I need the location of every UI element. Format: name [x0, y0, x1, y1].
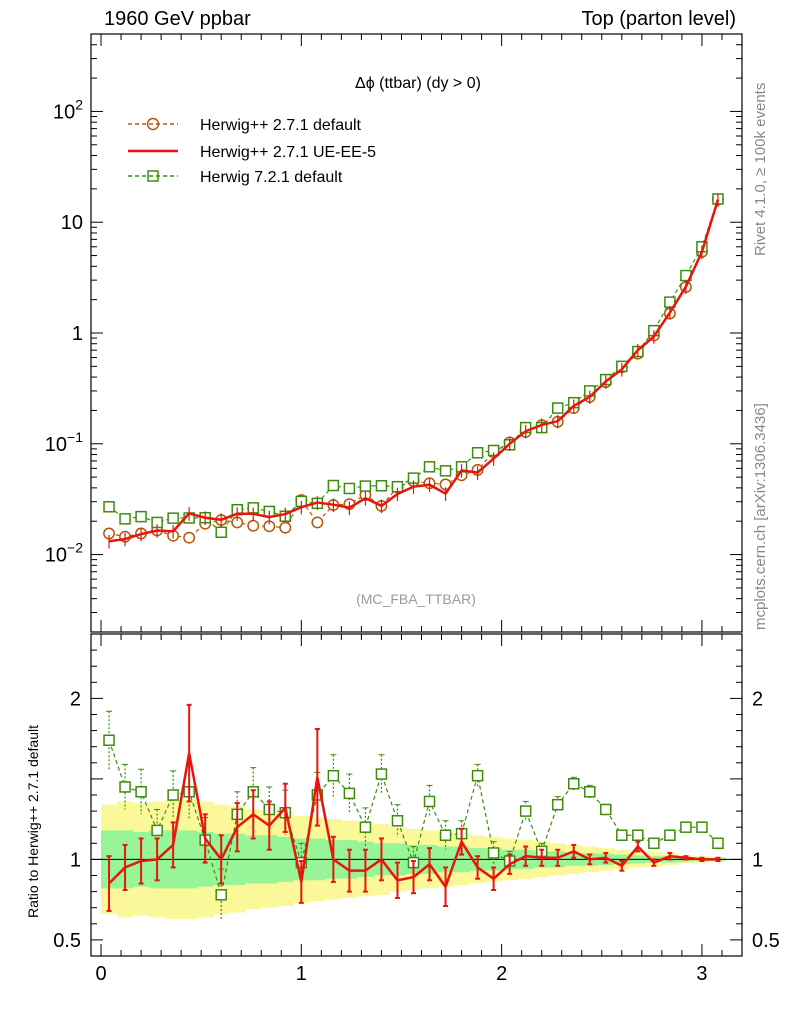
ratio-y-tick-label-right: 0.5 [752, 930, 780, 952]
ratio-point-herwig7 [664, 829, 676, 841]
y-tick-label: 1 [72, 323, 83, 345]
ratio-point-herwig7 [551, 798, 564, 811]
point-herwig-default [311, 516, 324, 529]
ratio-point-herwig7 [680, 821, 692, 833]
point-herwig7 [215, 526, 227, 539]
series-line-ue-ee5 [108, 199, 720, 543]
point-herwig7 [327, 479, 340, 492]
legend-marker-herwig-default [146, 117, 160, 131]
y-tick-label: 10 [61, 212, 83, 234]
point-herwig7 [135, 510, 147, 523]
ratio-point-herwig7 [103, 734, 115, 747]
ratio-line-ue-ee5 [108, 752, 718, 890]
point-herwig7 [119, 513, 131, 525]
point-herwig7 [167, 512, 179, 524]
ratio-point-herwig7 [359, 821, 372, 833]
point-herwig7 [103, 501, 115, 513]
ratio-point-herwig7 [423, 795, 436, 808]
point-herwig-default [247, 519, 260, 532]
y-tick-label: 102 [53, 96, 83, 123]
ratio-y-axis-label: Ratio to Herwig++ 2.7.1 default [25, 725, 41, 918]
ratio-point-herwig7 [167, 789, 179, 801]
legend-label-herwig-default: Herwig++ 2.7.1 default [200, 117, 362, 134]
ratio-y-tick-label-right: 1 [752, 849, 763, 871]
legend-marker-herwig7 [147, 170, 159, 182]
ratio-point-herwig7 [519, 805, 532, 817]
y-tick-label: 10−2 [45, 540, 83, 567]
ratio-point-herwig7 [648, 837, 660, 850]
header-left: 1960 GeV ppbar [104, 8, 251, 30]
header-right: Top (parton level) [581, 8, 736, 30]
ratio-point-herwig7 [632, 829, 644, 841]
x-tick-label: 0 [95, 963, 106, 985]
point-herwig7 [471, 446, 484, 459]
ratio-point-herwig7 [439, 829, 452, 841]
ratio-point-herwig7 [616, 829, 628, 841]
ratio-point-herwig7 [584, 786, 596, 798]
y-tick-label: 10−1 [45, 429, 83, 456]
ratio-point-herwig7 [135, 786, 147, 798]
mcplots-label: mcplots.cern.ch [arXiv:1306.3436] [752, 403, 769, 630]
legend: Herwig++ 2.7.1 default Herwig++ 2.7.1 UE… [128, 117, 376, 186]
ratio-y-tick-label: 2 [70, 688, 81, 710]
point-herwig7 [343, 482, 356, 495]
ratio-y-tick-label: 0.5 [53, 930, 81, 952]
point-herwig7 [423, 461, 436, 473]
ratio-point-herwig7 [471, 769, 484, 782]
point-herwig7 [375, 480, 388, 492]
ratio-point-herwig7 [600, 803, 612, 816]
point-herwig7 [439, 465, 452, 477]
ratio-y-tick-label: 1 [70, 849, 81, 871]
ratio-y-tick-label-right: 2 [752, 688, 763, 710]
ratio-point-herwig7 [151, 824, 163, 837]
legend-label-ue-ee5: Herwig++ 2.7.1 UE-EE-5 [200, 144, 376, 161]
ratio-point-herwig7 [487, 847, 500, 859]
ratio-point-herwig7 [343, 787, 356, 800]
rivet-label: Rivet 4.1.0, ≥ 100k events [752, 82, 769, 256]
point-herwig7 [359, 480, 372, 492]
legend-label-herwig7: Herwig 7.2.1 default [200, 169, 343, 186]
ratio-point-herwig7 [327, 769, 340, 782]
point-herwig-default [279, 521, 292, 534]
ratio-point-herwig7 [391, 815, 404, 827]
chart-title: Δϕ (ttbar) (dy > 0) [355, 75, 481, 92]
ratio-point-herwig7 [567, 777, 580, 790]
x-tick-label: 3 [696, 963, 707, 985]
series [103, 193, 724, 921]
ratio-point-herwig7 [375, 768, 388, 780]
ratio-point-herwig7 [215, 889, 227, 901]
ratio-point-herwig7 [696, 821, 708, 833]
x-tick-label: 2 [496, 963, 507, 985]
axes: 0 1 2 3 10−2 10−1 1 10 102 0.5 0.5 1 1 2 2 [45, 33, 780, 985]
chart-watermark: (MC_FBA_TTBAR) [356, 591, 476, 607]
ratio-point-herwig7 [119, 781, 131, 793]
x-tick-label: 1 [296, 963, 307, 985]
ratio-point-herwig7 [712, 837, 724, 850]
point-herwig-default [183, 531, 196, 544]
point-herwig7 [551, 402, 564, 414]
